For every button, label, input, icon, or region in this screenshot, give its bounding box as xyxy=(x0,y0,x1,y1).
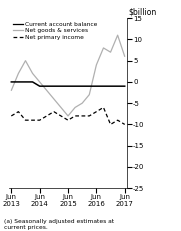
Text: $billion: $billion xyxy=(128,7,156,16)
Text: (a) Seasonally adjusted estimates at
current prices.: (a) Seasonally adjusted estimates at cur… xyxy=(4,219,114,230)
Legend: Current account balance, Net goods & services, Net primary income: Current account balance, Net goods & ser… xyxy=(12,21,98,40)
